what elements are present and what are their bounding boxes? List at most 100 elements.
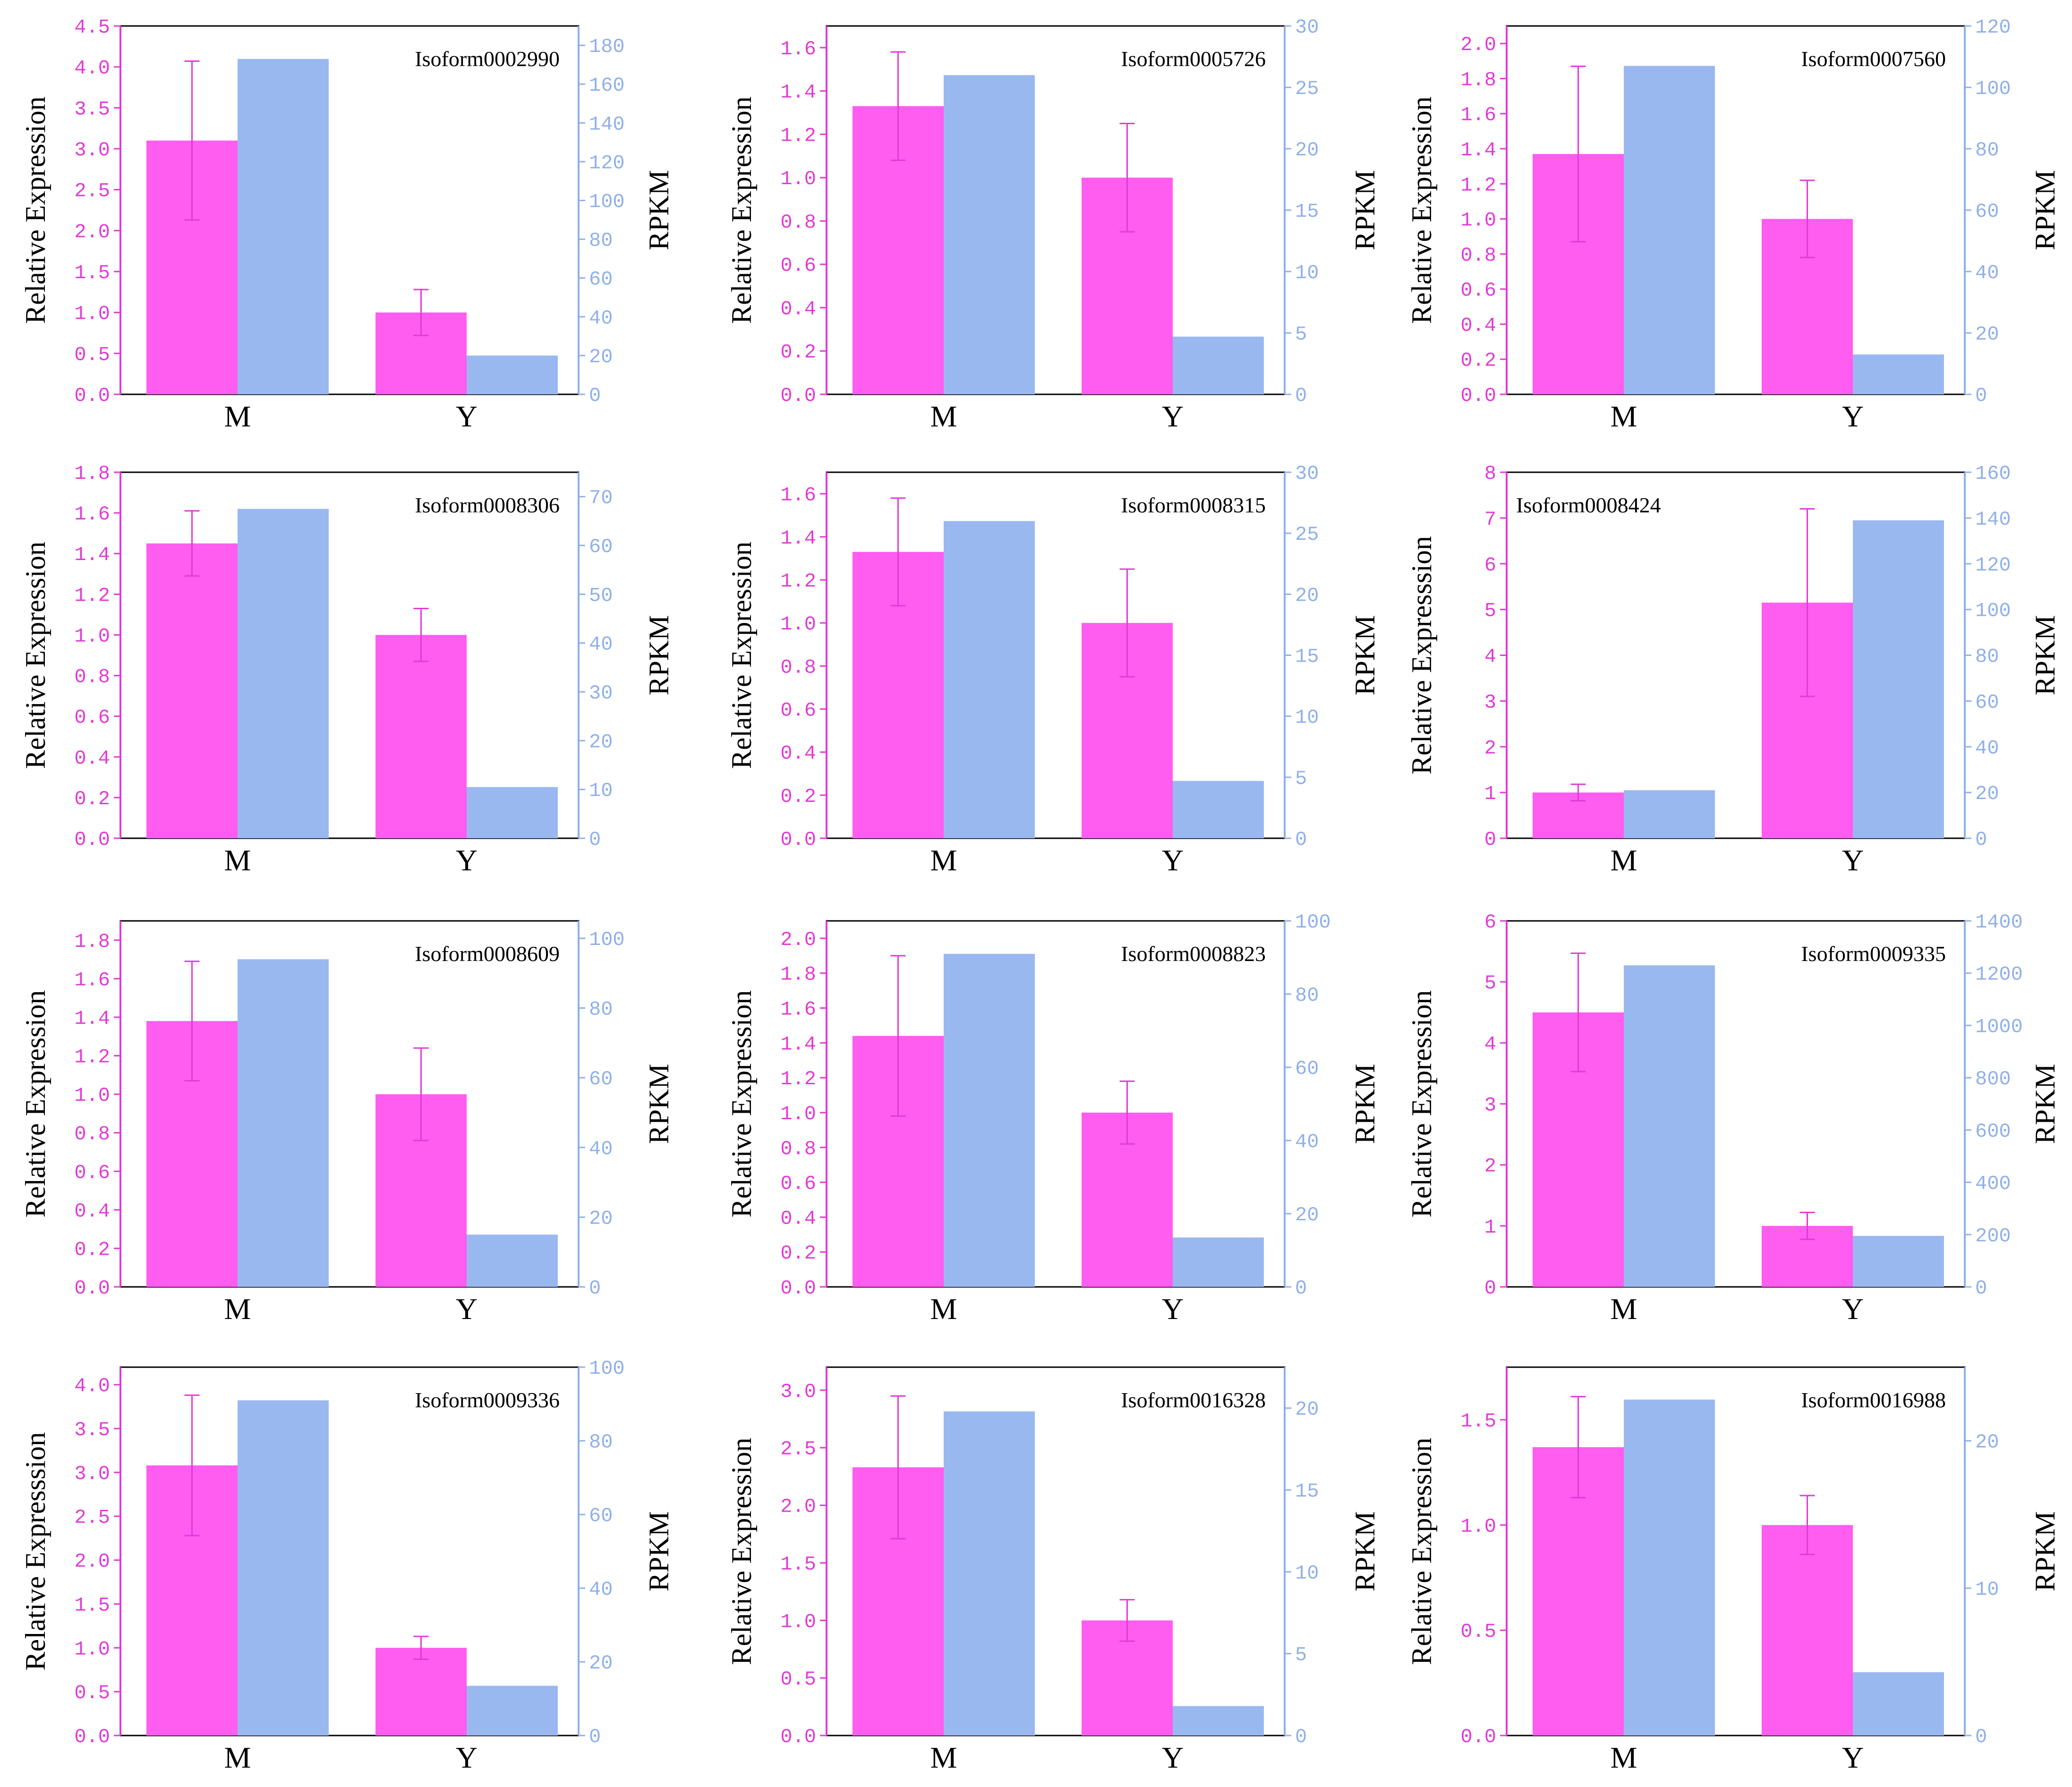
- left-tick-label: 5: [1484, 600, 1496, 622]
- left-tick-label: 1.5: [780, 1553, 816, 1575]
- rpkm-bar: [1173, 1706, 1264, 1736]
- left-tick-label: 1.8: [74, 930, 110, 953]
- left-tick-label: 0.8: [74, 666, 110, 689]
- right-tick-label: 800: [1975, 1068, 2011, 1090]
- right-tick-label: 200: [1975, 1225, 2011, 1247]
- right-tick-label: 0: [1975, 1726, 1987, 1748]
- right-tick-label: 40: [589, 633, 613, 656]
- left-tick-label: 0.0: [74, 384, 110, 407]
- left-tick-label: 1.6: [780, 38, 816, 60]
- y2-axis-title: RPKM: [2029, 615, 2061, 695]
- right-tick-label: 100: [1295, 911, 1331, 934]
- rpkm-bar: [944, 1411, 1035, 1736]
- left-tick-label: 0.8: [780, 1138, 816, 1160]
- right-tick-label: 140: [1975, 508, 2011, 531]
- left-tick-label: 0.0: [780, 828, 816, 851]
- left-tick-label: 1: [1484, 783, 1496, 805]
- right-tick-label: 20: [1295, 584, 1319, 607]
- category-label: Y: [456, 1741, 477, 1774]
- right-tick-label: 180: [589, 35, 625, 58]
- left-tick-label: 1.0: [74, 1084, 110, 1107]
- category-label: Y: [1842, 843, 1864, 877]
- right-tick-label: 0: [589, 1726, 601, 1748]
- left-tick-label: 0: [1484, 828, 1496, 851]
- right-tick-label: 120: [1975, 16, 2011, 39]
- left-tick-label: 3.0: [74, 1463, 110, 1485]
- right-tick-label: 25: [1295, 77, 1319, 100]
- left-tick-label: 1.2: [780, 124, 816, 147]
- left-tick-label: 7: [1484, 508, 1496, 531]
- left-tick-label: 1.0: [74, 1638, 110, 1660]
- left-tick-label: 2.5: [74, 180, 110, 203]
- y2-axis-title: RPKM: [2029, 1064, 2061, 1144]
- right-tick-label: 5: [1295, 767, 1307, 790]
- chart-panel: 0.0 0.2 0.4 0.6 0.8 1.0 1.2 1.4 1.6 0 5 10 15 20 25 30 M…: [726, 16, 1381, 433]
- left-tick-label: 5: [1484, 972, 1496, 995]
- right-tick-label: 0: [589, 1277, 601, 1300]
- right-tick-label: 20: [1295, 1398, 1319, 1421]
- left-tick-label: 1.2: [780, 570, 816, 593]
- left-tick-label: 1.0: [780, 613, 816, 636]
- right-tick-label: 30: [1295, 462, 1319, 485]
- left-tick-label: 1.0: [1460, 209, 1496, 232]
- left-tick-label: 2.5: [74, 1506, 110, 1529]
- right-tick-label: 80: [1975, 646, 1999, 668]
- chart-panel: 0.0 0.2 0.4 0.6 0.8 1.0 1.2 1.4 1.6 1.8 0 10 20 30 40 5…: [20, 462, 674, 877]
- left-tick-label: 1.4: [780, 1033, 816, 1055]
- rpkm-bar: [1853, 354, 1944, 394]
- right-tick-label: 20: [1295, 139, 1319, 162]
- left-tick-label: 0.4: [74, 1200, 110, 1223]
- left-tick-label: 0.6: [780, 1173, 816, 1195]
- left-tick-label: 1.4: [780, 81, 816, 104]
- left-tick-label: 0.6: [74, 706, 110, 729]
- left-tick-label: 0.0: [74, 1277, 110, 1300]
- right-tick-label: 1000: [1975, 1015, 2023, 1038]
- right-tick-label: 0: [1295, 1726, 1307, 1748]
- left-tick-label: 2.5: [780, 1438, 816, 1461]
- left-tick-label: 0.5: [74, 343, 110, 366]
- left-tick-label: 1.5: [74, 262, 110, 284]
- rpkm-bar: [944, 75, 1035, 394]
- left-tick-label: 0.6: [780, 699, 816, 722]
- left-tick-label: 6: [1484, 554, 1496, 577]
- right-tick-label: 50: [589, 584, 613, 607]
- chart-panel: 0.0 0.5 1.0 1.5 0 10 20 M Y Isoform0016988 Relativ…: [1406, 1366, 2061, 1774]
- y2-axis-title: RPKM: [2029, 170, 2061, 250]
- left-tick-label: 3.5: [74, 1419, 110, 1441]
- left-tick-label: 0.0: [74, 828, 110, 851]
- rpkm-bar: [944, 953, 1035, 1287]
- right-tick-label: 40: [589, 1138, 613, 1160]
- right-tick-label: 40: [1295, 1131, 1319, 1153]
- rpkm-bar: [1624, 66, 1715, 394]
- left-tick-label: 4.5: [74, 16, 110, 39]
- right-tick-label: 60: [589, 268, 613, 291]
- rpkm-bar: [1173, 1237, 1264, 1287]
- right-tick-label: 600: [1975, 1120, 2011, 1143]
- right-tick-label: 160: [589, 74, 625, 97]
- right-tick-label: 80: [1975, 139, 1999, 162]
- right-tick-label: 160: [1975, 462, 2011, 485]
- right-tick-label: 0: [589, 828, 601, 851]
- isoform-title: Isoform0008424: [1516, 493, 1661, 517]
- left-tick-label: 2.0: [780, 928, 816, 951]
- category-label: Y: [1162, 1741, 1184, 1774]
- left-tick-label: 1.6: [74, 969, 110, 991]
- rpkm-bar: [467, 355, 558, 394]
- category-label: M: [930, 1292, 957, 1326]
- right-tick-label: 25: [1295, 523, 1319, 546]
- right-tick-label: 1200: [1975, 963, 2023, 986]
- relative-expression-bar: [375, 635, 467, 838]
- left-tick-label: 2.0: [74, 221, 110, 243]
- right-tick-label: 100: [1975, 600, 2011, 622]
- y-axis-title: Relative Expression: [726, 990, 757, 1218]
- left-tick-label: 1.0: [780, 1103, 816, 1125]
- right-tick-label: 120: [1975, 554, 2011, 577]
- right-tick-label: 20: [589, 1652, 613, 1675]
- right-tick-label: 140: [589, 113, 625, 136]
- isoform-title: Isoform0002990: [415, 47, 560, 71]
- relative-expression-bar: [146, 543, 238, 838]
- left-tick-label: 0.6: [780, 255, 816, 277]
- rpkm-bar: [1624, 965, 1715, 1287]
- right-tick-label: 15: [1295, 200, 1319, 223]
- left-tick-label: 2: [1484, 1155, 1496, 1178]
